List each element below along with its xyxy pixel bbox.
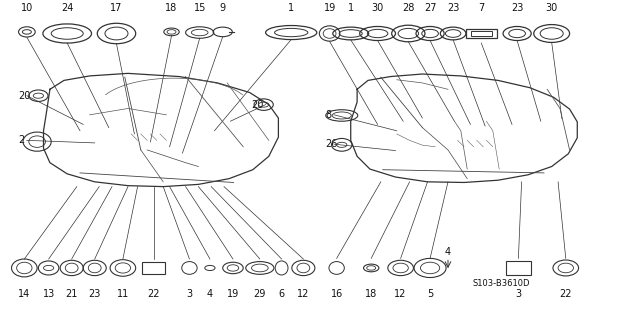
- Text: 20: 20: [251, 100, 263, 110]
- Text: 14: 14: [18, 289, 31, 299]
- Text: 17: 17: [110, 3, 123, 13]
- Text: 11: 11: [116, 289, 129, 299]
- Text: 7: 7: [478, 3, 484, 13]
- Text: 18: 18: [365, 289, 378, 299]
- Text: 3: 3: [515, 289, 522, 299]
- Text: 12: 12: [297, 289, 310, 299]
- Text: 27: 27: [424, 3, 436, 13]
- Text: 12: 12: [394, 289, 407, 299]
- Text: 2: 2: [18, 135, 24, 145]
- Text: 9: 9: [220, 3, 226, 13]
- Text: 29: 29: [253, 289, 266, 299]
- Text: 10: 10: [20, 3, 33, 13]
- Text: 19: 19: [227, 289, 239, 299]
- Text: 28: 28: [402, 3, 415, 13]
- Text: 4: 4: [445, 247, 451, 257]
- Text: 4: 4: [207, 289, 213, 299]
- Text: 23: 23: [511, 3, 524, 13]
- Text: 1: 1: [288, 3, 294, 13]
- Text: 8: 8: [325, 110, 332, 120]
- Text: 23: 23: [88, 289, 101, 299]
- Text: 1: 1: [348, 3, 354, 13]
- Bar: [506, 261, 531, 275]
- Text: 30: 30: [371, 3, 384, 13]
- Text: S103-B3610D: S103-B3610D: [472, 279, 530, 288]
- Text: 26: 26: [325, 139, 337, 149]
- Text: 21: 21: [65, 289, 78, 299]
- Text: 23: 23: [447, 3, 460, 13]
- Text: 18: 18: [165, 3, 178, 13]
- Text: 16: 16: [330, 289, 343, 299]
- Text: 30: 30: [545, 3, 558, 13]
- Text: 3: 3: [186, 289, 193, 299]
- Text: 20: 20: [18, 91, 30, 101]
- Text: 22: 22: [147, 289, 160, 299]
- Bar: [142, 262, 164, 274]
- Text: 6: 6: [278, 289, 285, 299]
- Text: 19: 19: [323, 3, 336, 13]
- Bar: [471, 31, 492, 36]
- Text: 24: 24: [61, 3, 74, 13]
- Text: 13: 13: [42, 289, 55, 299]
- Text: 5: 5: [427, 289, 433, 299]
- Text: 15: 15: [193, 3, 206, 13]
- Bar: [466, 29, 497, 38]
- Text: 22: 22: [559, 289, 572, 299]
